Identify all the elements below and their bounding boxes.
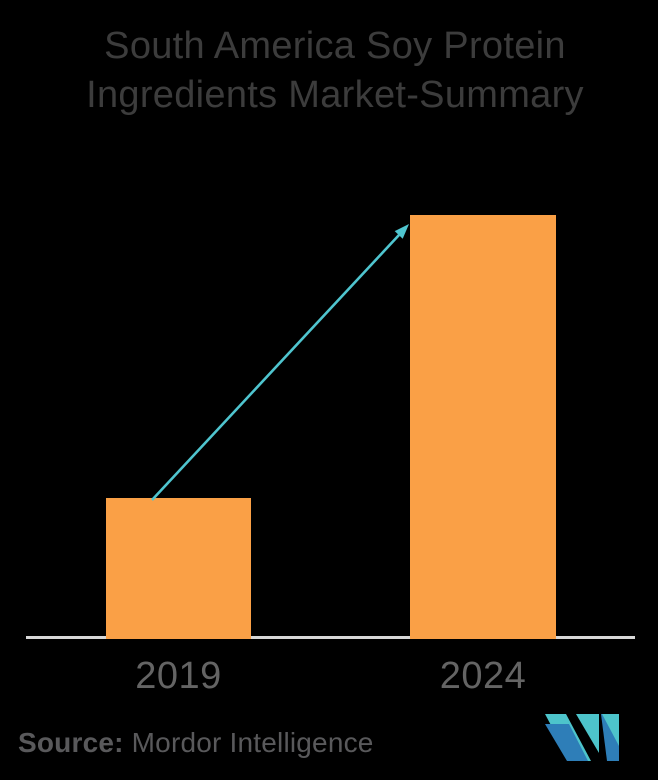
source-label: Source: <box>18 727 124 758</box>
mordor-intelligence-logo <box>545 714 619 761</box>
source-value: Mordor Intelligence <box>131 727 374 758</box>
chart-title-line1: South America Soy Protein <box>104 25 566 67</box>
x-axis-line <box>26 636 635 639</box>
growth-arrow-icon <box>151 224 409 501</box>
bar-2024 <box>410 215 556 639</box>
chart-title-line2: Ingredients Market-Summary <box>86 74 584 116</box>
x-tick-label-2024: 2024 <box>439 655 527 697</box>
bar-2019 <box>106 498 251 639</box>
plot-area: 2019 2024 <box>26 215 635 697</box>
chart-title: South America Soy Protein Ingredients Ma… <box>12 22 658 120</box>
x-tick-label-2019: 2019 <box>135 655 222 697</box>
source-attribution: Source: Mordor Intelligence <box>18 727 374 759</box>
